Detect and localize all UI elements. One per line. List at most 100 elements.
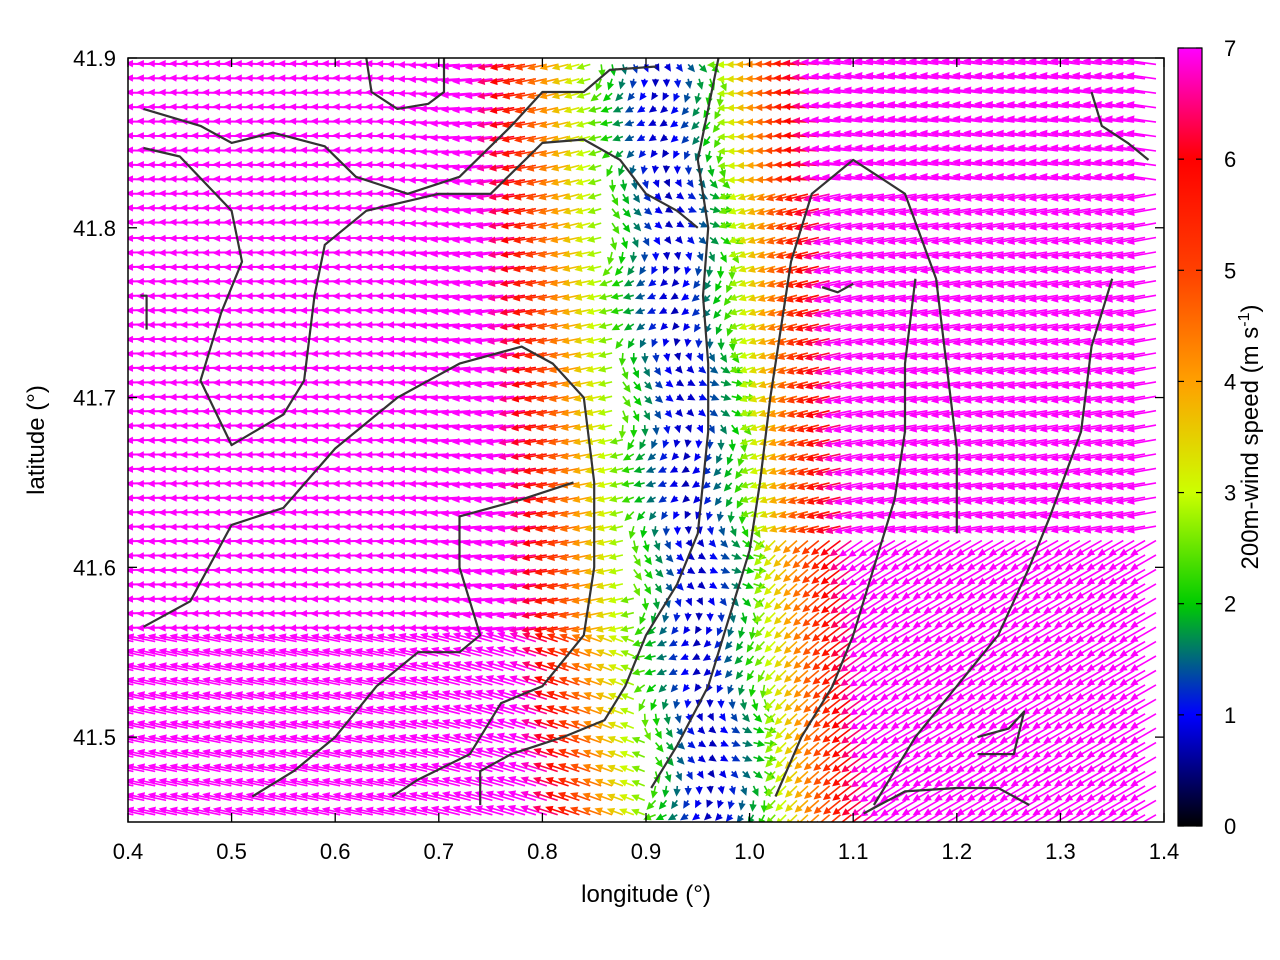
- wind-arrow: [620, 650, 635, 657]
- wind-arrow: [496, 646, 526, 657]
- wind-arrow: [838, 554, 863, 572]
- wind-arrow: [496, 804, 526, 816]
- wind-arrow: [499, 351, 526, 360]
- wind-arrow: [654, 583, 663, 594]
- wind-arrow: [652, 713, 660, 727]
- wind-arrow: [815, 510, 841, 520]
- wind-arrow: [783, 684, 798, 698]
- wind-arrow: [621, 495, 635, 503]
- wind-arrow: [714, 496, 723, 506]
- wind-arrow: [607, 664, 624, 672]
- wind-arrow: [738, 627, 746, 639]
- wind-arrow: [934, 554, 961, 570]
- wind-arrow: [430, 805, 460, 816]
- wind-arrow: [648, 511, 657, 521]
- wind-arrow: [1126, 409, 1157, 419]
- wind-arrow: [608, 649, 624, 657]
- wind-arrow: [880, 727, 907, 744]
- wind-arrow: [1119, 799, 1146, 816]
- wind-arrow: [521, 611, 547, 619]
- wind-arrow: [585, 394, 602, 402]
- wind-arrow: [598, 336, 613, 344]
- wind-arrow: [533, 597, 558, 605]
- wind-arrow: [485, 424, 515, 432]
- wind-arrow: [774, 698, 787, 711]
- wind-arrow: [783, 583, 798, 597]
- wind-arrow: [775, 770, 787, 783]
- wind-arrow: [764, 655, 776, 667]
- wind-arrow: [774, 669, 787, 682]
- wind-arrow: [1064, 655, 1092, 671]
- wind-arrow: [858, 554, 885, 571]
- wind-arrow: [795, 395, 819, 404]
- wind-arrow: [633, 684, 646, 693]
- wind-arrow: [639, 612, 647, 625]
- wind-arrow: [803, 770, 820, 785]
- wind-arrow: [923, 713, 950, 729]
- wind-arrow: [596, 553, 613, 561]
- wind-arrow: [1075, 770, 1102, 787]
- wind-arrow: [585, 336, 602, 344]
- wind-arrow: [647, 452, 657, 461]
- wind-arrow: [773, 612, 787, 625]
- wind-arrow: [713, 482, 722, 491]
- wind-arrow: [880, 684, 907, 701]
- wind-arrow: [1097, 741, 1124, 758]
- wind-arrow: [561, 351, 580, 359]
- wind-arrow: [1126, 467, 1157, 476]
- wind-arrow: [801, 554, 820, 570]
- wind-arrow: [890, 640, 918, 657]
- wind-arrow: [671, 452, 680, 461]
- wind-arrow: [595, 749, 613, 758]
- wind-arrow: [831, 756, 852, 773]
- wind-arrow: [802, 655, 820, 670]
- wind-arrow: [1075, 597, 1102, 614]
- wind-arrow: [1010, 640, 1037, 657]
- wind-arrow: [665, 583, 673, 592]
- wind-arrow: [923, 626, 950, 643]
- wind-arrow: [811, 626, 831, 642]
- wind-arrow: [692, 812, 701, 821]
- wind-arrow: [746, 641, 755, 653]
- wind-arrow: [497, 525, 526, 533]
- wind-arrow: [669, 480, 678, 487]
- wind-arrow: [820, 568, 841, 585]
- wind-arrow: [695, 799, 702, 809]
- wind-arrow: [812, 655, 831, 671]
- wind-arrow: [740, 612, 748, 625]
- wind-arrow: [1097, 539, 1124, 556]
- wind-arrow: [830, 612, 852, 629]
- wind-arrow: [709, 581, 718, 589]
- wind-arrow: [967, 583, 994, 599]
- wind-arrow: [387, 734, 417, 744]
- wind-arrow: [999, 698, 1026, 715]
- wind-arrow: [521, 704, 548, 715]
- wind-arrow: [561, 337, 580, 345]
- wind-arrow: [644, 554, 652, 566]
- wind-arrow: [901, 756, 928, 773]
- wind-arrow: [651, 526, 659, 538]
- wind-arrow: [1108, 583, 1135, 599]
- wind-arrow: [1021, 612, 1048, 628]
- wind-arrow: [571, 524, 591, 532]
- wind-arrow: [686, 727, 695, 736]
- wind-arrow: [128, 697, 134, 701]
- wind-arrow: [523, 409, 547, 417]
- wind-arrow: [583, 706, 602, 715]
- wind-arrow: [668, 653, 678, 661]
- wind-arrow: [509, 675, 537, 686]
- wind-arrow: [655, 813, 667, 820]
- wind-arrow: [773, 568, 787, 582]
- wind-arrow: [720, 379, 732, 387]
- wind-arrow: [687, 755, 696, 764]
- wind-arrow: [1126, 424, 1157, 433]
- wind-arrow: [1130, 583, 1157, 599]
- wind-arrow: [813, 756, 831, 771]
- wind-arrow: [739, 395, 754, 403]
- wind-arrow: [1064, 583, 1092, 599]
- wind-arrow: [452, 704, 482, 715]
- wind-arrow: [782, 554, 798, 568]
- wind-arrow: [804, 366, 830, 376]
- wind-arrow: [1021, 727, 1048, 744]
